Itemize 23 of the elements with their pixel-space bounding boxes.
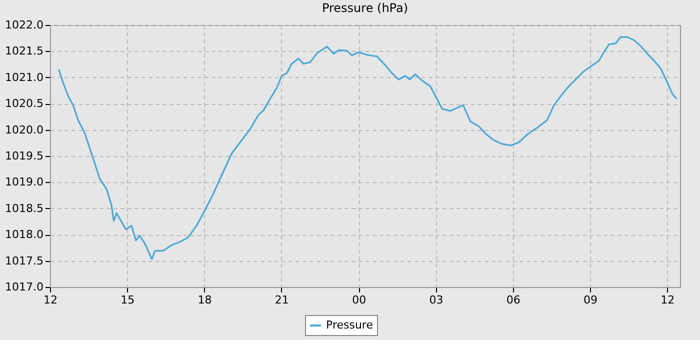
y-tick-label: 1020.5 <box>5 97 44 110</box>
y-tick-label: 1018.5 <box>5 202 44 215</box>
x-tick-label: 21 <box>274 294 289 306</box>
x-tick-label: 15 <box>120 294 135 306</box>
y-tick-label: 1021.5 <box>5 44 44 58</box>
legend-label: Pressure <box>326 318 374 332</box>
x-tick-label: 18 <box>198 294 212 306</box>
y-tick-label: 1017.0 <box>5 280 44 294</box>
line-series <box>58 36 678 260</box>
x-tick-label: 09 <box>584 294 598 306</box>
y-tick-label: 1020.0 <box>5 123 44 136</box>
y-tick-label: 1021.0 <box>5 70 44 84</box>
y-tick-label: 1022.0 <box>5 18 44 32</box>
chart-title: Pressure (hPa) <box>322 1 408 15</box>
y-tick-label: 1019.0 <box>5 176 44 189</box>
x-tick-label: 12 <box>660 294 675 306</box>
x-tick-label: 00 <box>352 294 366 306</box>
y-tick-label: 1018.0 <box>5 228 44 242</box>
y-tick-label: 1017.5 <box>5 254 44 268</box>
y-tick-label: 1019.5 <box>5 150 44 162</box>
x-tick-label: 06 <box>506 294 520 306</box>
x-tick-label: 12 <box>44 294 58 306</box>
x-tick-label: 03 <box>429 294 444 306</box>
